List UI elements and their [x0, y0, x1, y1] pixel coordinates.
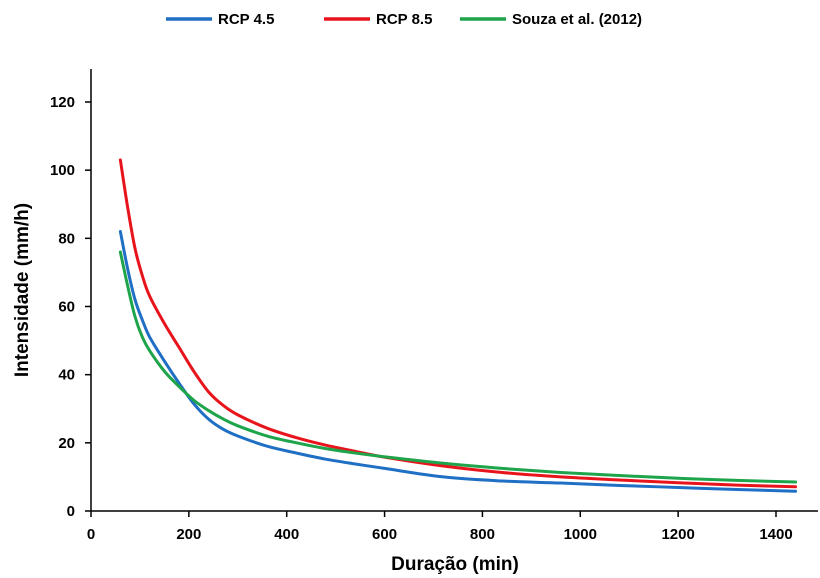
y-tick-label: 120 [50, 94, 75, 111]
series-line-rcp-8-5 [118, 158, 798, 489]
x-tick-label: 200 [176, 526, 201, 543]
x-tick-label: 800 [470, 526, 495, 543]
series-group [118, 158, 798, 493]
y-ticks: 0 20 40 60 80 100 120 [50, 94, 91, 520]
y-tick-label: 80 [58, 230, 75, 247]
y-tick-label: 0 [67, 503, 75, 520]
axes [90, 69, 818, 512]
x-tick-label: 0 [87, 526, 95, 543]
series-line-souza-et-al-2012 [118, 250, 798, 484]
legend: RCP 4.5 RCP 8.5 Souza et al. (2012) [166, 11, 642, 28]
legend-label-rcp-4-5: RCP 4.5 [218, 11, 274, 28]
y-tick-label: 20 [58, 435, 75, 452]
y-tick-label: 40 [58, 367, 75, 384]
y-tick-label: 60 [58, 299, 75, 316]
x-tick-label: 400 [274, 526, 299, 543]
x-tick-label: 1200 [661, 526, 694, 543]
x-tick-label: 1000 [564, 526, 597, 543]
x-ticks: 0 200 400 600 800 1000 1200 1400 [87, 511, 793, 543]
legend-label-rcp-8-5: RCP 8.5 [376, 11, 432, 28]
x-tick-label: 1400 [759, 526, 792, 543]
y-axis-title: Intensidade (mm/h) [12, 203, 33, 377]
legend-label-souza-et-al-2012: Souza et al. (2012) [512, 11, 642, 28]
x-axis-title: Duração (min) [391, 554, 519, 575]
y-tick-label: 100 [50, 162, 75, 179]
x-tick-label: 600 [372, 526, 397, 543]
series-line-rcp-4-5 [118, 230, 798, 493]
